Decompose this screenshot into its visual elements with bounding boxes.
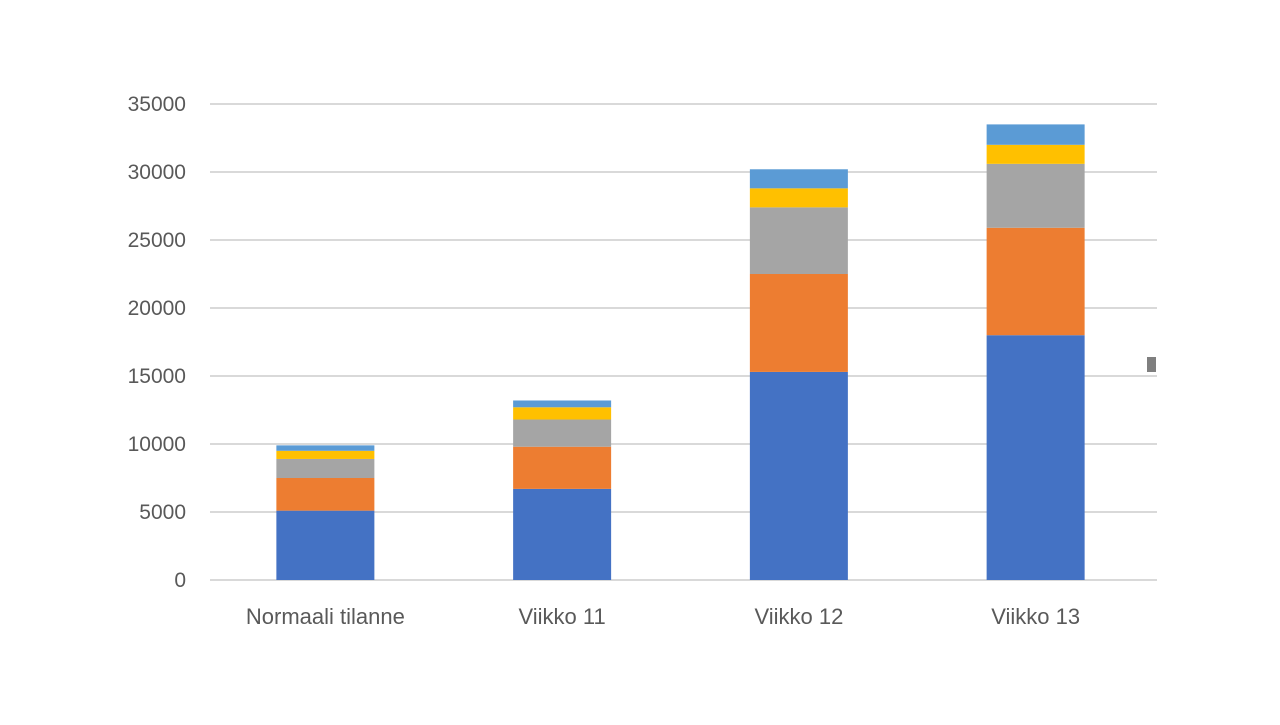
y-tick-label: 15000 bbox=[128, 365, 186, 388]
x-tick-label: Normaali tilanne bbox=[246, 604, 405, 629]
bar-segment-4 bbox=[986, 144, 1085, 164]
x-tick-label: Viikko 11 bbox=[519, 604, 606, 629]
bar-segment-5 bbox=[513, 400, 612, 408]
bar-segment-3 bbox=[513, 419, 612, 447]
bar-segment-3 bbox=[276, 458, 375, 478]
bar-segment-2 bbox=[749, 274, 848, 372]
bar-segment-2 bbox=[513, 446, 612, 489]
y-tick-label: 5000 bbox=[139, 501, 186, 524]
bar-segment-5 bbox=[749, 169, 848, 189]
bar-segment-2 bbox=[276, 478, 375, 511]
bar-segment-4 bbox=[749, 188, 848, 208]
y-tick-label: 35000 bbox=[128, 93, 186, 116]
bar-segment-1 bbox=[986, 335, 1085, 580]
bars bbox=[276, 124, 1085, 580]
y-tick-label: 10000 bbox=[128, 433, 186, 456]
bar-segment-2 bbox=[986, 227, 1085, 336]
x-tick-label: Viikko 12 bbox=[754, 604, 843, 629]
legend-marker bbox=[1147, 357, 1156, 372]
y-tick-label: 25000 bbox=[128, 229, 186, 252]
bar-segment-1 bbox=[276, 510, 375, 580]
x-tick-label: Viikko 13 bbox=[991, 604, 1080, 629]
bar-segment-5 bbox=[986, 124, 1085, 145]
bar-segment-1 bbox=[513, 488, 612, 580]
bar-segment-4 bbox=[513, 407, 612, 420]
bar-segment-4 bbox=[276, 450, 375, 459]
y-tick-label: 20000 bbox=[128, 297, 186, 320]
y-tick-label: 0 bbox=[174, 569, 186, 592]
bar-segment-3 bbox=[749, 207, 848, 274]
y-tick-label: 30000 bbox=[128, 161, 186, 184]
bar-segment-5 bbox=[276, 445, 375, 451]
y-axis-ticks: 0 5000 10000 15000 20000 25000 30000 35000 bbox=[128, 93, 186, 592]
x-axis-ticks: Normaali tilanne Viikko 11 Viikko 12 Viikko… bbox=[246, 604, 1080, 629]
bar-segment-1 bbox=[749, 371, 848, 580]
bar-segment-3 bbox=[986, 163, 1085, 228]
